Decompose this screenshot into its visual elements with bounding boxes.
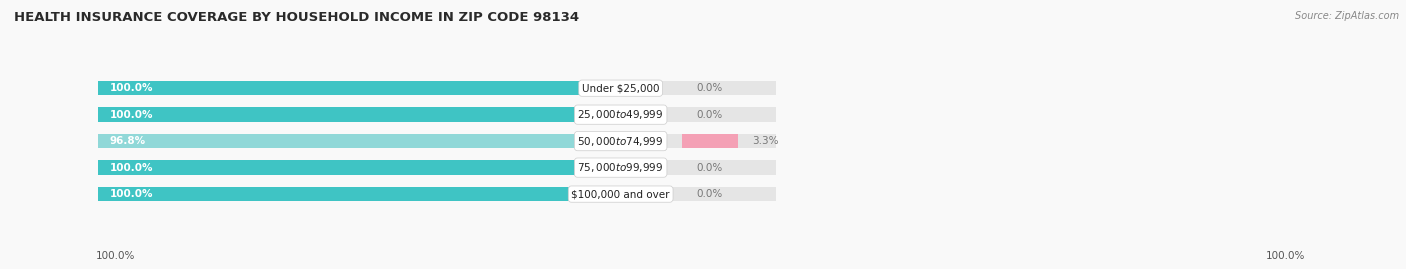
Text: 100.0%: 100.0% — [110, 189, 153, 199]
Text: Source: ZipAtlas.com: Source: ZipAtlas.com — [1295, 11, 1399, 21]
Text: $25,000 to $49,999: $25,000 to $49,999 — [578, 108, 664, 121]
Bar — [98, 107, 776, 122]
Bar — [98, 134, 591, 148]
Text: 100.0%: 100.0% — [1265, 251, 1305, 261]
Bar — [98, 107, 606, 122]
Text: 0.0%: 0.0% — [696, 162, 723, 173]
Text: 0.0%: 0.0% — [696, 110, 723, 120]
Text: 96.8%: 96.8% — [110, 136, 146, 146]
Bar — [98, 134, 776, 148]
Text: 0.0%: 0.0% — [696, 189, 723, 199]
Bar — [98, 187, 606, 201]
Text: 100.0%: 100.0% — [96, 251, 135, 261]
Text: 100.0%: 100.0% — [110, 162, 153, 173]
Text: $100,000 and over: $100,000 and over — [571, 189, 669, 199]
Bar — [98, 160, 606, 175]
Bar — [98, 81, 776, 95]
Text: HEALTH INSURANCE COVERAGE BY HOUSEHOLD INCOME IN ZIP CODE 98134: HEALTH INSURANCE COVERAGE BY HOUSEHOLD I… — [14, 11, 579, 24]
Text: 100.0%: 100.0% — [110, 110, 153, 120]
Bar — [682, 134, 738, 148]
Bar — [98, 81, 606, 95]
Bar — [98, 160, 776, 175]
Text: $50,000 to $74,999: $50,000 to $74,999 — [578, 134, 664, 148]
Text: 3.3%: 3.3% — [752, 136, 779, 146]
Text: 0.0%: 0.0% — [696, 83, 723, 93]
Text: $75,000 to $99,999: $75,000 to $99,999 — [578, 161, 664, 174]
Text: Under $25,000: Under $25,000 — [582, 83, 659, 93]
Bar — [98, 187, 776, 201]
Text: 100.0%: 100.0% — [110, 83, 153, 93]
